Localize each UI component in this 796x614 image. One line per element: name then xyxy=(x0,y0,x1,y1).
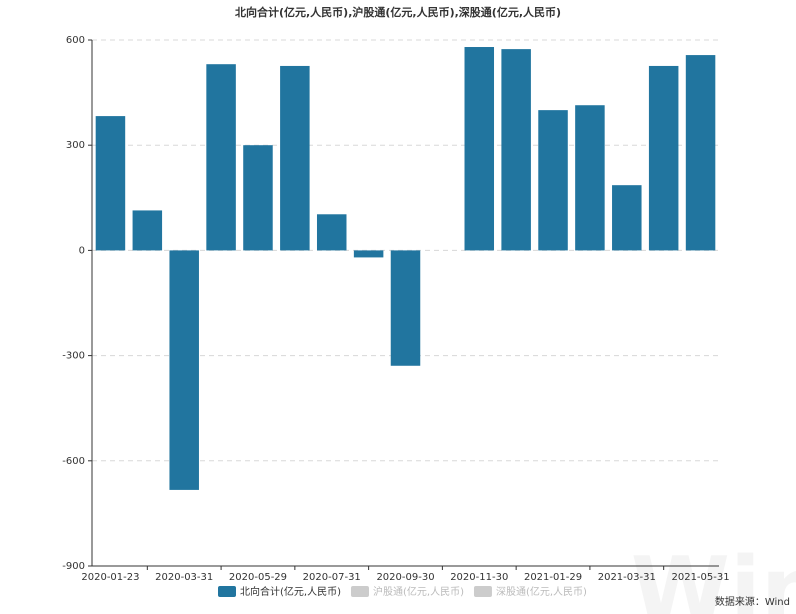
bar xyxy=(169,250,199,490)
x-tick-label: 2021-05-31 xyxy=(671,572,729,583)
legend-label: 沪股通(亿元,人民币) xyxy=(373,585,464,598)
bar xyxy=(612,185,642,251)
watermark: Wind xyxy=(631,538,796,614)
y-tick-label: -900 xyxy=(62,561,85,572)
y-tick-label: 600 xyxy=(66,35,85,46)
source-note: 数据来源：Wind xyxy=(715,595,790,608)
bar xyxy=(132,210,163,251)
bar xyxy=(95,116,126,251)
bar xyxy=(390,250,421,366)
x-tick-label: 2020-01-23 xyxy=(81,572,139,583)
legend-swatch xyxy=(218,586,236,597)
bar xyxy=(575,105,605,251)
legend-swatch xyxy=(473,586,492,597)
y-tick-label: -600 xyxy=(62,456,85,467)
bar xyxy=(685,55,716,251)
bar xyxy=(353,250,384,258)
x-tick-label: 2020-03-31 xyxy=(155,572,213,583)
bar xyxy=(538,110,568,251)
x-tick-label: 2020-05-29 xyxy=(229,572,287,583)
x-tick-label: 2021-01-29 xyxy=(524,572,582,583)
bar xyxy=(464,47,495,251)
y-tick-label: 300 xyxy=(66,140,85,151)
bar xyxy=(206,64,236,251)
legend-swatch xyxy=(350,586,369,597)
x-tick-label: 2020-07-31 xyxy=(303,572,361,583)
bar xyxy=(243,145,273,251)
x-tick-label: 2020-11-30 xyxy=(450,572,508,583)
bar xyxy=(316,214,347,251)
y-tick-label: 0 xyxy=(79,245,85,256)
y-tick-label: -300 xyxy=(62,351,85,362)
legend-label: 深股通(亿元,人民币) xyxy=(496,585,587,598)
bar xyxy=(648,65,679,251)
x-tick-label: 2021-03-31 xyxy=(598,572,656,583)
bar xyxy=(280,65,310,251)
bar xyxy=(501,49,531,251)
x-tick-label: 2020-09-30 xyxy=(376,572,434,583)
legend-label: 北向合计(亿元,人民币) xyxy=(240,585,341,598)
chart-title: 北向合计(亿元,人民币),沪股通(亿元,人民币),深股通(亿元,人民币) xyxy=(235,5,561,19)
